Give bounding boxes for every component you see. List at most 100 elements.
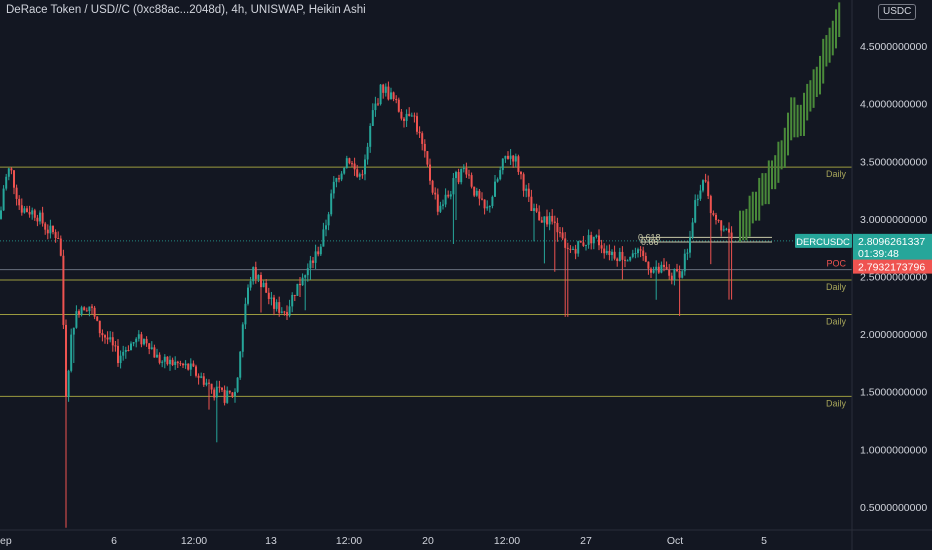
price-tick-label: 3.0000000000: [860, 214, 927, 226]
candle-body: [137, 334, 140, 339]
candle-body: [540, 220, 543, 223]
candle-body: [504, 155, 507, 159]
candle-body: [525, 188, 528, 191]
candle-body: [93, 307, 96, 317]
currency-badge[interactable]: USDC: [878, 4, 917, 20]
candle-body: [624, 259, 626, 261]
candle-body: [720, 220, 723, 231]
candle-body: [660, 264, 663, 273]
candle-body: [273, 297, 275, 309]
fib-label-618: 0.618: [638, 232, 661, 242]
fib-label-66: 0.66: [641, 237, 659, 247]
candle-body: [556, 222, 559, 233]
candle-body: [231, 392, 234, 397]
candle-body: [161, 361, 164, 363]
candle-body: [124, 349, 127, 352]
candle-body: [548, 215, 551, 225]
candle-body: [7, 168, 10, 177]
candle-body: [611, 251, 613, 256]
candle-body: [647, 261, 650, 269]
candle-body: [587, 235, 590, 245]
candle-body: [590, 235, 593, 244]
candle-body: [652, 270, 655, 273]
candle-body: [616, 258, 619, 261]
candle-body: [338, 178, 340, 180]
candle-body: [267, 292, 270, 299]
candle-body: [98, 320, 101, 334]
candle-body: [499, 170, 502, 180]
candle-body: [18, 198, 21, 206]
candle-body: [330, 193, 333, 215]
candle-body: [59, 238, 62, 256]
candle-body: [728, 228, 730, 233]
last-price-tag-bg: [853, 233, 932, 261]
candle-body: [598, 235, 600, 246]
candle-body: [569, 248, 572, 250]
candle-body: [179, 363, 182, 365]
candle-body: [2, 188, 5, 211]
candle-body: [605, 250, 608, 254]
candle-body: [410, 115, 413, 117]
candle-body: [665, 266, 668, 270]
candle-body: [39, 212, 41, 222]
candle-body: [514, 156, 517, 162]
candle-body: [642, 250, 645, 256]
candle-body: [304, 275, 307, 278]
candle-body: [431, 180, 434, 193]
candle-body: [483, 199, 486, 209]
candle-body: [200, 376, 203, 378]
candle-body: [270, 297, 273, 299]
candle-body: [265, 282, 268, 293]
candle-body: [252, 267, 255, 282]
candle-body: [109, 337, 112, 340]
candle-body: [26, 208, 28, 212]
candle-body: [621, 251, 624, 260]
candle-body: [158, 354, 161, 363]
candle-body: [192, 363, 195, 367]
candle-body: [673, 268, 676, 280]
candle-body: [494, 181, 496, 197]
candle-body: [585, 244, 587, 246]
candle-body: [444, 194, 447, 205]
candle-body: [353, 163, 356, 170]
candle-body: [694, 200, 697, 223]
candle-body: [527, 188, 530, 197]
candle-body: [49, 225, 52, 234]
candle-body: [236, 377, 239, 392]
candle-body: [421, 133, 424, 144]
candle-body: [439, 205, 442, 212]
candle-body: [88, 306, 91, 312]
candle-body: [44, 223, 47, 230]
candle-body: [325, 225, 327, 230]
candle-body: [670, 275, 673, 280]
candle-body: [434, 192, 437, 195]
candle-body: [54, 232, 57, 239]
candle-body: [72, 327, 75, 335]
candle-body: [111, 337, 114, 346]
candle-body: [400, 111, 403, 119]
candle-body: [551, 215, 554, 222]
candle-body: [574, 248, 577, 254]
candle-body: [106, 337, 109, 340]
candle-body: [96, 316, 99, 321]
candle-body: [559, 232, 561, 234]
candle-body: [130, 343, 132, 351]
candle-body: [332, 181, 335, 194]
candle-body: [145, 338, 148, 344]
candle-body: [496, 179, 499, 182]
candle-body: [475, 190, 478, 196]
candle-body: [197, 375, 200, 378]
time-tick-label: 12:00: [494, 535, 520, 547]
candle-body: [564, 238, 567, 248]
candle-body: [603, 248, 606, 254]
candle-body: [629, 256, 632, 261]
candle-body: [213, 389, 216, 398]
candle-body: [119, 355, 122, 364]
candle-body: [244, 303, 247, 325]
candle-body: [215, 386, 218, 398]
candle-body: [13, 170, 15, 188]
candle-body: [397, 99, 400, 112]
candle-body: [218, 386, 221, 388]
